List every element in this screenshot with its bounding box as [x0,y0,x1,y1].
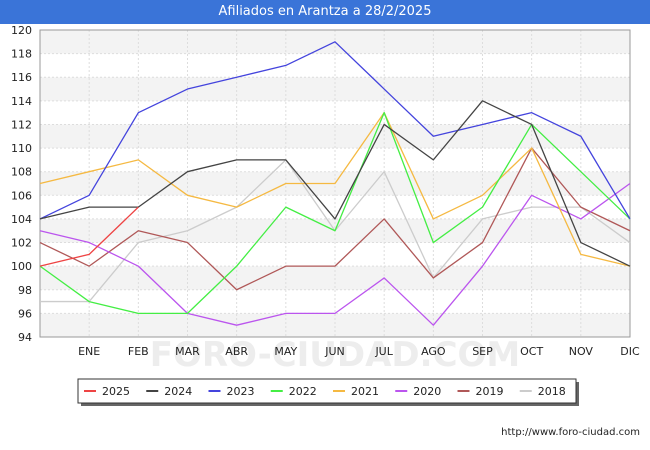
x-tick-label: NOV [569,345,594,358]
legend-label-2025: 2025 [102,385,130,398]
x-tick-label: DIC [620,345,640,358]
y-tick-label: 120 [11,24,32,37]
x-tick-label: ABR [225,345,248,358]
y-tick-label: 100 [11,260,32,273]
y-tick-label: 108 [11,166,32,179]
legend-label-2020: 2020 [413,385,441,398]
x-tick-label: FEB [128,345,149,358]
y-tick-label: 106 [11,189,32,202]
y-tick-label: 114 [11,95,32,108]
source-url[interactable]: http://www.foro-ciudad.com [501,427,640,438]
legend: 2025 2024 2023 2022 2021 2020 2019 2018 [77,378,579,406]
chart-title: Afiliados en Arantza a 28/2/2025 [0,0,650,24]
legend-label-2023: 2023 [227,385,255,398]
legend-label-2019: 2019 [476,385,504,398]
y-tick-label: 102 [11,237,32,250]
y-tick-label: 118 [11,48,32,61]
y-tick-label: 96 [18,307,32,320]
legend-label-2022: 2022 [289,385,317,398]
y-tick-label: 104 [11,213,32,226]
x-tick-label: MAR [175,345,200,358]
y-tick-label: 112 [11,118,32,131]
series-lines [39,41,631,326]
series-line-2020 [39,182,631,326]
x-tick-label: JUN [324,345,345,358]
plot-band [40,77,630,101]
y-tick-labels: 94 96 98 100 102 104 106 108 110 112 114 116 118 120 [11,24,32,344]
y-tick-label: 98 [18,284,32,297]
series-line-2021 [39,112,631,267]
x-tick-label: JUL [374,345,393,358]
plot-band [40,313,630,337]
legend-box [77,378,577,404]
legend-label-2024: 2024 [164,385,192,398]
x-tick-labels: ENE FEB MAR ABR MAY JUN JUL AGO SEP OCT NOV DIC [78,345,640,358]
x-tick-label: OCT [520,345,543,358]
plot-band [40,100,630,125]
watermark: FORO-CIUDAD.COM [150,335,521,375]
x-tick-label: ENE [78,345,100,358]
legend-label-2018: 2018 [538,385,566,398]
series-line-2023 [39,41,631,220]
y-tick-label: 110 [11,142,32,155]
plot-band [40,53,630,78]
legend-label-2021: 2021 [351,385,379,398]
y-tick-label: 116 [11,71,32,84]
x-tick-label: SEP [472,345,493,358]
y-tick-label: 94 [18,331,32,344]
x-tick-label: AGO [421,345,446,358]
plot-band [40,289,630,314]
x-tick-label: MAY [274,345,297,358]
series-line-2025 [39,206,139,267]
